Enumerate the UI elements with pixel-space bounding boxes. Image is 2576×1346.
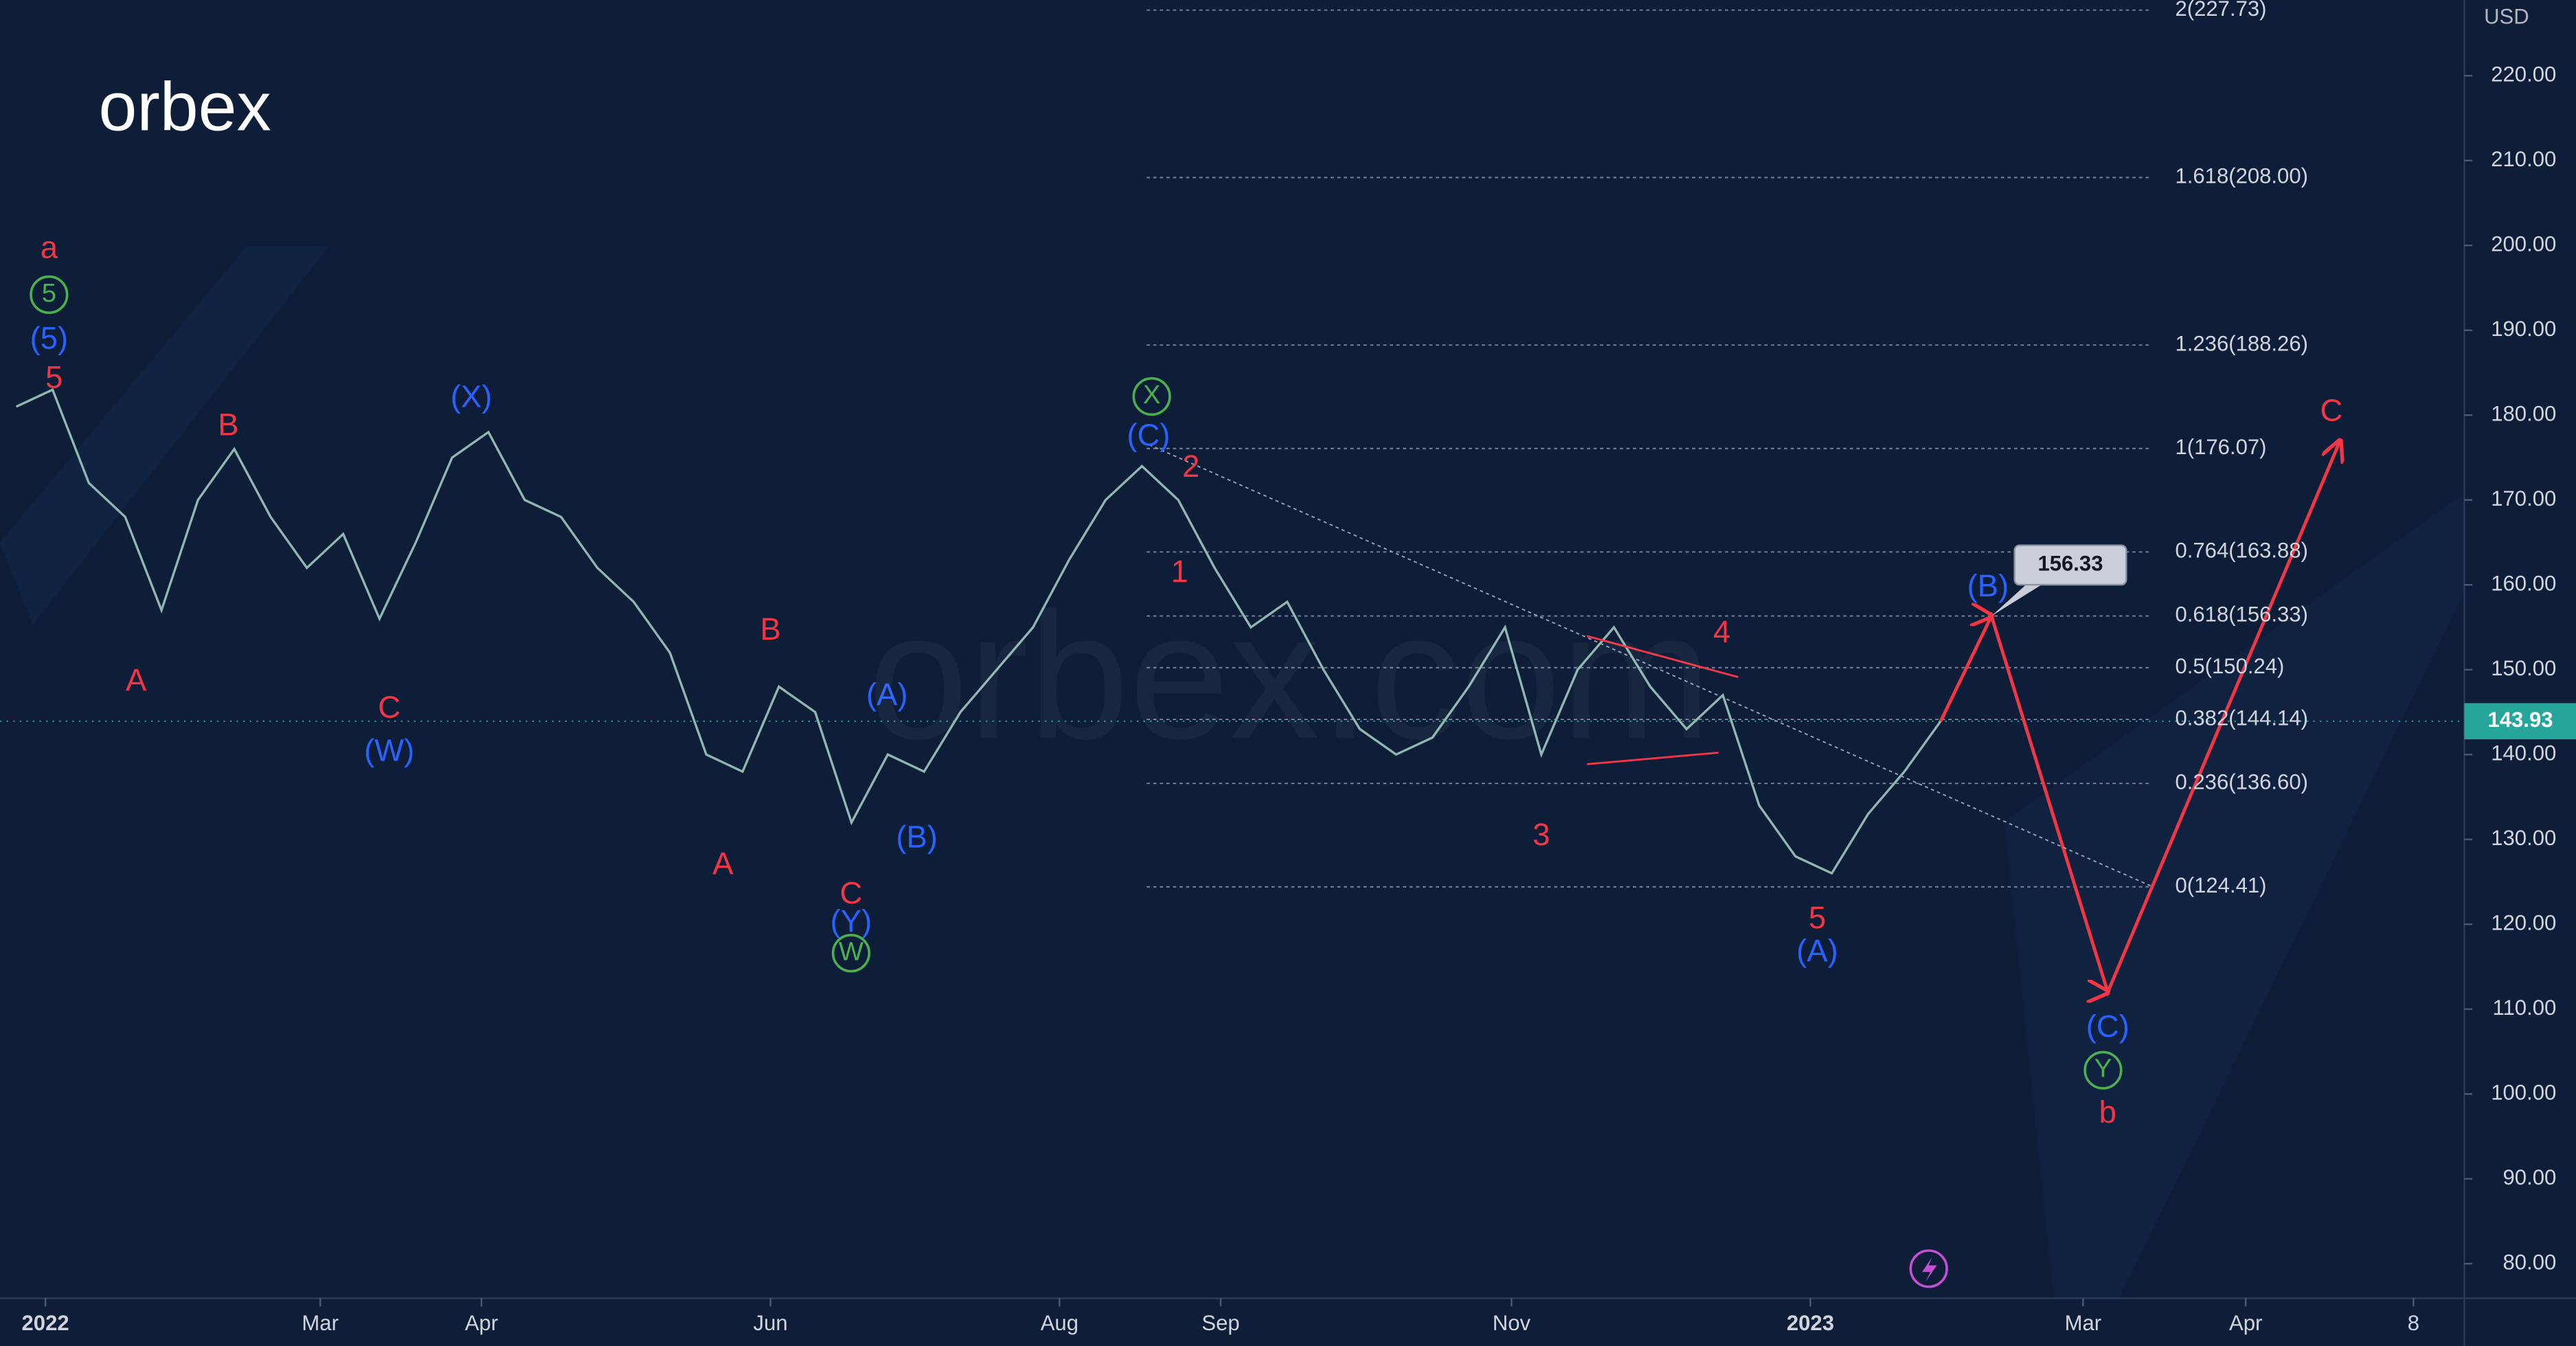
- wave-label: C: [378, 690, 400, 725]
- wave-label: B: [760, 612, 780, 647]
- fib-label: 0.236(136.60): [2175, 770, 2308, 794]
- fib-label: 1(176.07): [2175, 435, 2266, 459]
- x-tick-label: 8: [2408, 1311, 2419, 1335]
- wave-label: (W): [364, 733, 414, 768]
- wave-label: (A): [866, 677, 908, 712]
- wave-label: (X): [451, 379, 493, 414]
- unit-label: USD: [2484, 5, 2529, 29]
- event-icon[interactable]: [1909, 1249, 1948, 1288]
- wave-label: C: [2320, 392, 2343, 427]
- fib-label: 1.618(208.00): [2175, 164, 2308, 188]
- fib-label: 0.764(163.88): [2175, 539, 2308, 563]
- wave-label: 2: [1182, 449, 1199, 484]
- x-tick-label: Sep: [1201, 1311, 1239, 1335]
- y-tick-label: 90.00: [2503, 1165, 2557, 1189]
- trendline: [1149, 444, 2152, 887]
- wave-circle: [2083, 1051, 2123, 1090]
- wave-label: 5: [45, 359, 63, 394]
- wave-label: (C): [2086, 1009, 2129, 1044]
- fib-label: 0(124.41): [2175, 873, 2266, 897]
- wave-label: X: [1143, 380, 1161, 410]
- triangle-line: [1587, 752, 1719, 765]
- wave-label: (A): [1796, 933, 1838, 968]
- wave-label: (B): [1967, 568, 2009, 603]
- projection: [1939, 440, 2340, 992]
- fib-label: 2(227.73): [2175, 0, 2266, 21]
- fib-label: 0.618(156.33): [2175, 603, 2308, 627]
- x-tick-label: 2022: [22, 1311, 69, 1335]
- wave-label: A: [712, 846, 734, 881]
- wave-label: 4: [1713, 614, 1730, 649]
- y-tick-label: 110.00: [2493, 996, 2557, 1020]
- y-tick-label: 80.00: [2503, 1250, 2557, 1274]
- watermark: orbex.com: [868, 574, 1711, 776]
- y-tick-label: 140.00: [2491, 741, 2556, 765]
- wave-label: 3: [1533, 817, 1550, 852]
- y-tick-label: 160.00: [2491, 571, 2556, 595]
- fib-label: 0.5(150.24): [2175, 654, 2284, 678]
- wave-label: C: [840, 875, 863, 910]
- wave-label: (Y): [831, 904, 872, 939]
- y-tick-label: 120.00: [2491, 910, 2556, 934]
- wave-label: A: [126, 662, 147, 697]
- y-tick-label: 170.00: [2491, 486, 2556, 511]
- wave-label: 5: [42, 278, 56, 308]
- wave-circle: [30, 275, 69, 314]
- wave-label: 5: [1809, 900, 1826, 935]
- last-price-tag: [2464, 703, 2576, 739]
- logo: orbex: [98, 68, 271, 145]
- x-tick-label: 2023: [1787, 1311, 1834, 1335]
- last-price-label: 143.93: [2487, 708, 2553, 732]
- x-tick-label: Nov: [1493, 1311, 1531, 1335]
- callout-box: [2013, 544, 2127, 586]
- wave-label: (5): [30, 321, 69, 356]
- y-tick-label: 200.00: [2491, 232, 2556, 256]
- x-tick-label: Mar: [302, 1311, 339, 1335]
- price-line: [15, 388, 1942, 875]
- plot: 156.33a5(5)5ABC(W)(X)AB(A)(B)C(Y)WX(C)21…: [0, 9, 2465, 1130]
- y-tick-label: 190.00: [2491, 317, 2556, 341]
- y-tick-label: 100.00: [2491, 1080, 2556, 1104]
- wave-circle: [1132, 377, 1171, 416]
- triangle-line: [1586, 635, 1739, 678]
- y-tick-label: 130.00: [2491, 826, 2556, 850]
- wave-label: W: [839, 936, 863, 966]
- y-tick-label: 150.00: [2491, 656, 2556, 680]
- wave-label: Y: [2094, 1054, 2112, 1084]
- y-tick-label: 220.00: [2491, 62, 2556, 86]
- callout-pointer: [1991, 583, 2044, 616]
- x-tick-label: Jun: [754, 1311, 788, 1335]
- callout-label: 156.33: [2037, 552, 2103, 576]
- wave-label: 1: [1171, 554, 1188, 589]
- wave-label: a: [41, 229, 58, 265]
- fib-label: 1.236(188.26): [2175, 331, 2308, 355]
- x-tick-label: Mar: [2065, 1311, 2102, 1335]
- event-icon-bolt: [1922, 1257, 1937, 1282]
- y-tick-label: 180.00: [2491, 401, 2556, 425]
- fib-label: 0.382(144.14): [2175, 706, 2308, 730]
- y-tick-label: 210.00: [2491, 147, 2556, 171]
- wave-label: (C): [1127, 417, 1170, 452]
- wave-label: B: [218, 407, 238, 442]
- x-tick-label: Aug: [1041, 1311, 1078, 1335]
- x-tick-label: Apr: [2229, 1311, 2262, 1335]
- x-tick-label: Apr: [465, 1311, 498, 1335]
- wave-label: b: [2099, 1095, 2116, 1130]
- wave-label: (B): [896, 820, 938, 855]
- bg-shape: [0, 246, 329, 625]
- wave-circle: [831, 934, 871, 973]
